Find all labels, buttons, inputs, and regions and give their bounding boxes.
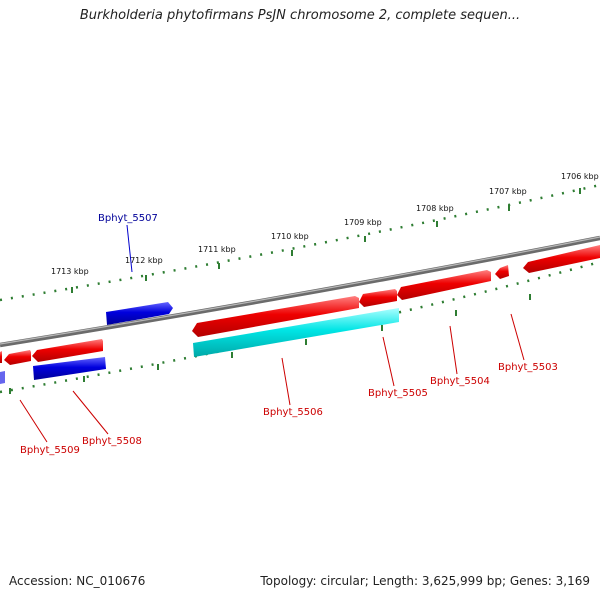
gene-label-bphyt-5504[interactable]: Bphyt_5504 xyxy=(430,376,490,387)
scale-label-1706: 1706 kbp xyxy=(561,172,599,181)
gene-bphyt-5508[interactable] xyxy=(33,357,106,380)
map-title: Burkholderia phytofirmans PsJN chromosom… xyxy=(79,8,521,23)
outer-major-ticks xyxy=(71,188,581,293)
gene-bphyt-5506[interactable] xyxy=(192,296,359,337)
gene-bphyt-next[interactable] xyxy=(523,245,600,273)
scale-label-1712: 1712 kbp xyxy=(125,256,163,265)
gene-bphyt-5505[interactable] xyxy=(359,289,397,307)
accession-text: Accession: NC_010676 xyxy=(9,574,146,588)
gene-label-bphyt-5508[interactable]: Bphyt_5508 xyxy=(82,436,142,447)
gene-label-bphyt-5506[interactable]: Bphyt_5506 xyxy=(263,407,323,418)
scale-label-1709: 1709 kbp xyxy=(344,218,382,227)
genome-summary-text: Topology: circular; Length: 3,625,999 bp… xyxy=(260,574,590,588)
gene-label-bphyt-5507[interactable]: Bphyt_5507 xyxy=(98,213,158,224)
gene-bphyt-5509[interactable] xyxy=(4,350,31,365)
gene-bphyt-5504[interactable] xyxy=(397,270,491,300)
outer-scale-track xyxy=(0,183,600,302)
scale-label-1710: 1710 kbp xyxy=(271,232,309,241)
gene-edge-blue-fragment[interactable] xyxy=(0,371,5,384)
scale-label-1708: 1708 kbp xyxy=(416,204,454,213)
gene-label-bphyt-5503[interactable]: Bphyt_5503 xyxy=(498,362,558,373)
inner-scale-track xyxy=(0,260,600,394)
inner-major-ticks xyxy=(9,294,531,394)
gene-bphyt-5507[interactable] xyxy=(106,302,173,325)
gene-label-bphyt-5505[interactable]: Bphyt_5505 xyxy=(368,388,428,399)
scale-label-1707: 1707 kbp xyxy=(489,187,527,196)
chromosome-backbone xyxy=(0,235,600,348)
gene-edge-fragment[interactable] xyxy=(0,351,2,363)
leader-lines xyxy=(19,224,525,443)
gene-bphyt-5506-highlight[interactable] xyxy=(193,308,399,357)
scale-label-1713: 1713 kbp xyxy=(51,267,89,276)
gene-bphyt-5503[interactable] xyxy=(495,265,509,279)
gene-label-bphyt-5509[interactable]: Bphyt_5509 xyxy=(20,445,80,456)
gene-bphyt-5508-red[interactable] xyxy=(32,339,103,362)
scale-label-1711: 1711 kbp xyxy=(198,245,236,254)
